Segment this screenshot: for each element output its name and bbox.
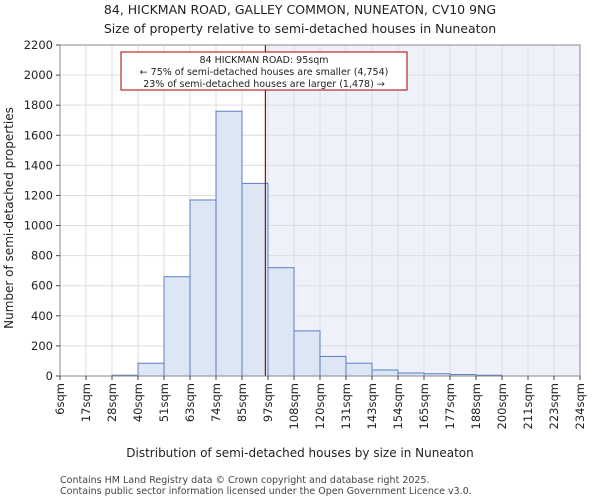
y-tick-label: 800 xyxy=(31,249,53,263)
y-axis-label: Number of semi-detached properties xyxy=(2,107,16,329)
x-tick-label: 17sqm xyxy=(79,383,93,422)
histogram-bar xyxy=(241,182,269,377)
histogram-bar xyxy=(189,199,217,377)
x-tick-label: 6sqm xyxy=(53,383,67,415)
x-tick-label: 154sqm xyxy=(391,383,405,429)
y-tick-label: 1400 xyxy=(24,158,53,172)
x-tick-label: 234sqm xyxy=(573,383,587,429)
annotation-box: 84 HICKMAN ROAD: 95sqm ← 75% of semi-det… xyxy=(120,51,408,91)
chart-title: 84, HICKMAN ROAD, GALLEY COMMON, NUNEATO… xyxy=(104,2,496,17)
x-tick-label: 165sqm xyxy=(417,383,431,429)
x-tick-label: 131sqm xyxy=(339,383,353,429)
x-tick-label: 85sqm xyxy=(235,383,249,422)
y-tick-label: 0 xyxy=(46,369,53,383)
annotation-line-1: 84 HICKMAN ROAD: 95sqm xyxy=(199,55,328,66)
y-tick-label: 1000 xyxy=(24,219,53,233)
histogram-bar xyxy=(215,110,243,377)
x-tick-label: 97sqm xyxy=(261,383,275,422)
y-tick-label: 2000 xyxy=(24,68,53,82)
histogram-bar xyxy=(371,369,399,377)
histogram-bar xyxy=(345,362,373,377)
x-tick-label: 143sqm xyxy=(365,383,379,429)
histogram-bar xyxy=(163,276,191,377)
x-tick-label: 51sqm xyxy=(157,383,171,422)
footer-line-1: Contains HM Land Registry data © Crown c… xyxy=(60,475,430,486)
annotation-border xyxy=(120,51,408,91)
x-tick-label: 223sqm xyxy=(547,383,561,429)
x-tick-label: 74sqm xyxy=(209,383,223,422)
y-tick-label: 1200 xyxy=(24,188,53,202)
histogram-bar xyxy=(267,267,295,377)
y-tick-label: 200 xyxy=(31,339,53,353)
y-tick-label: 2200 xyxy=(24,38,53,52)
y-tick-label: 1800 xyxy=(24,98,53,112)
x-tick-label: 188sqm xyxy=(469,383,483,429)
annotation-line-2: ← 75% of semi-detached houses are smalle… xyxy=(140,67,389,78)
annotation-line-3: 23% of semi-detached houses are larger (… xyxy=(143,79,385,90)
x-tick-label: 108sqm xyxy=(287,383,301,429)
x-tick-label: 211sqm xyxy=(521,383,535,429)
chart-subtitle: Size of property relative to semi-detach… xyxy=(104,21,496,36)
larger-region-shade xyxy=(265,45,580,376)
footer-line-2: Contains public sector information licen… xyxy=(60,486,472,497)
x-axis-label: Distribution of semi-detached houses by … xyxy=(126,446,473,460)
histogram-bar xyxy=(293,330,321,377)
x-tick-label: 28sqm xyxy=(105,383,119,422)
x-tick-label: 40sqm xyxy=(131,383,145,422)
y-tick-label: 400 xyxy=(31,309,53,323)
x-tick-label: 200sqm xyxy=(495,383,509,429)
x-tick-label: 120sqm xyxy=(313,383,327,429)
histogram-bar xyxy=(137,362,165,377)
x-tick-label: 63sqm xyxy=(183,383,197,422)
y-tick-label: 1600 xyxy=(24,128,53,142)
x-tick-label: 177sqm xyxy=(443,383,457,429)
histogram-bar xyxy=(319,355,347,377)
y-tick-label: 600 xyxy=(31,279,53,293)
